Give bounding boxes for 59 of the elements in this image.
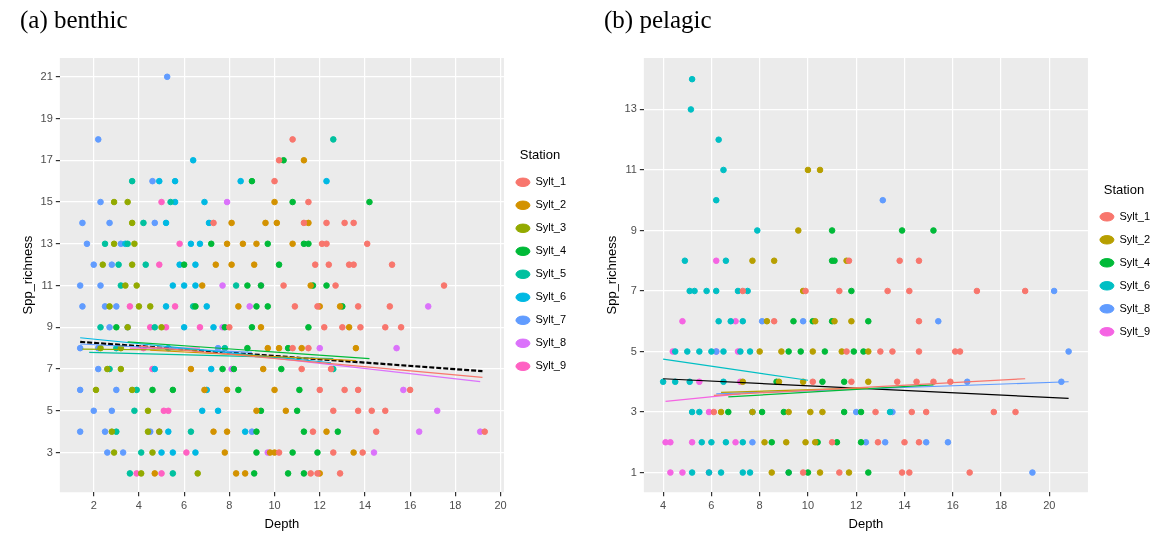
- y-tick-label: 17: [40, 153, 53, 166]
- x-tick-label: 18: [994, 498, 1008, 511]
- chart-title: (b) pelagic: [604, 5, 712, 34]
- x-tick-label: 18: [449, 498, 462, 511]
- x-tick-label: 20: [494, 498, 507, 511]
- legend-label: Sylt_9: [535, 359, 567, 372]
- legend-label: Sylt_1: [535, 175, 567, 188]
- x-tick-label: 16: [946, 498, 959, 511]
- legend-label: Sylt_9: [1119, 324, 1151, 337]
- x-tick-label: 12: [850, 498, 863, 511]
- x-tick-label: 6: [708, 498, 715, 511]
- x-tick-label: 10: [268, 498, 281, 511]
- x-tick-label: 12: [313, 498, 326, 511]
- x-tick-label: 8: [226, 498, 233, 511]
- y-tick-label: 5: [46, 403, 53, 416]
- x-axis-title: Depth: [264, 515, 300, 531]
- legend-label: Sylt_5: [535, 267, 567, 280]
- y-tick-label: 9: [46, 320, 53, 333]
- y-tick-label: 3: [630, 405, 637, 418]
- y-tick-label: 21: [40, 69, 53, 82]
- legend-label: Sylt_2: [535, 198, 567, 211]
- y-tick-label: 7: [630, 284, 637, 297]
- legend-label: Sylt_7: [535, 313, 567, 326]
- y-tick-label: 9: [630, 223, 637, 236]
- x-tick-label: 4: [660, 498, 667, 511]
- x-tick-label: 6: [181, 498, 188, 511]
- legend-label: Sylt_8: [535, 336, 567, 349]
- x-tick-label: 4: [135, 498, 142, 511]
- x-tick-label: 2: [90, 498, 97, 511]
- y-tick-label: 11: [41, 278, 53, 291]
- legend-label: Sylt_8: [1119, 301, 1151, 314]
- y-tick-label: 15: [40, 195, 53, 208]
- legend-title: Station: [519, 147, 561, 163]
- y-tick-label: 19: [40, 111, 53, 124]
- y-tick-label: 3: [46, 445, 53, 458]
- x-tick-label: 8: [756, 498, 763, 511]
- x-tick-label: 20: [1043, 498, 1056, 511]
- y-tick-label: 7: [46, 362, 53, 375]
- y-axis-title: Spp_richness: [20, 235, 36, 315]
- legend-label: Sylt_2: [1119, 232, 1151, 245]
- y-tick-label: 11: [625, 162, 637, 175]
- y-tick-label: 5: [630, 344, 637, 357]
- y-tick-label: 13: [40, 236, 53, 249]
- legend-title: Station: [1103, 181, 1145, 197]
- y-tick-label: 1: [630, 465, 637, 478]
- legend-label: Sylt_1: [1119, 209, 1151, 222]
- legend-label: Sylt_6: [535, 290, 567, 303]
- legend-label: Sylt_4: [1119, 255, 1151, 268]
- legend-label: Sylt_6: [1119, 278, 1151, 291]
- x-axis-title: Depth: [848, 515, 884, 531]
- x-tick-label: 16: [404, 498, 417, 511]
- x-tick-label: 10: [801, 498, 815, 511]
- legend-label: Sylt_3: [535, 221, 567, 234]
- y-tick-label: 13: [624, 102, 637, 115]
- legend-label: Sylt_4: [535, 244, 567, 257]
- chart-title: (a) benthic: [20, 5, 128, 34]
- x-tick-label: 14: [898, 498, 911, 511]
- y-axis-title: Spp_richness: [604, 235, 620, 315]
- x-tick-label: 14: [358, 498, 372, 511]
